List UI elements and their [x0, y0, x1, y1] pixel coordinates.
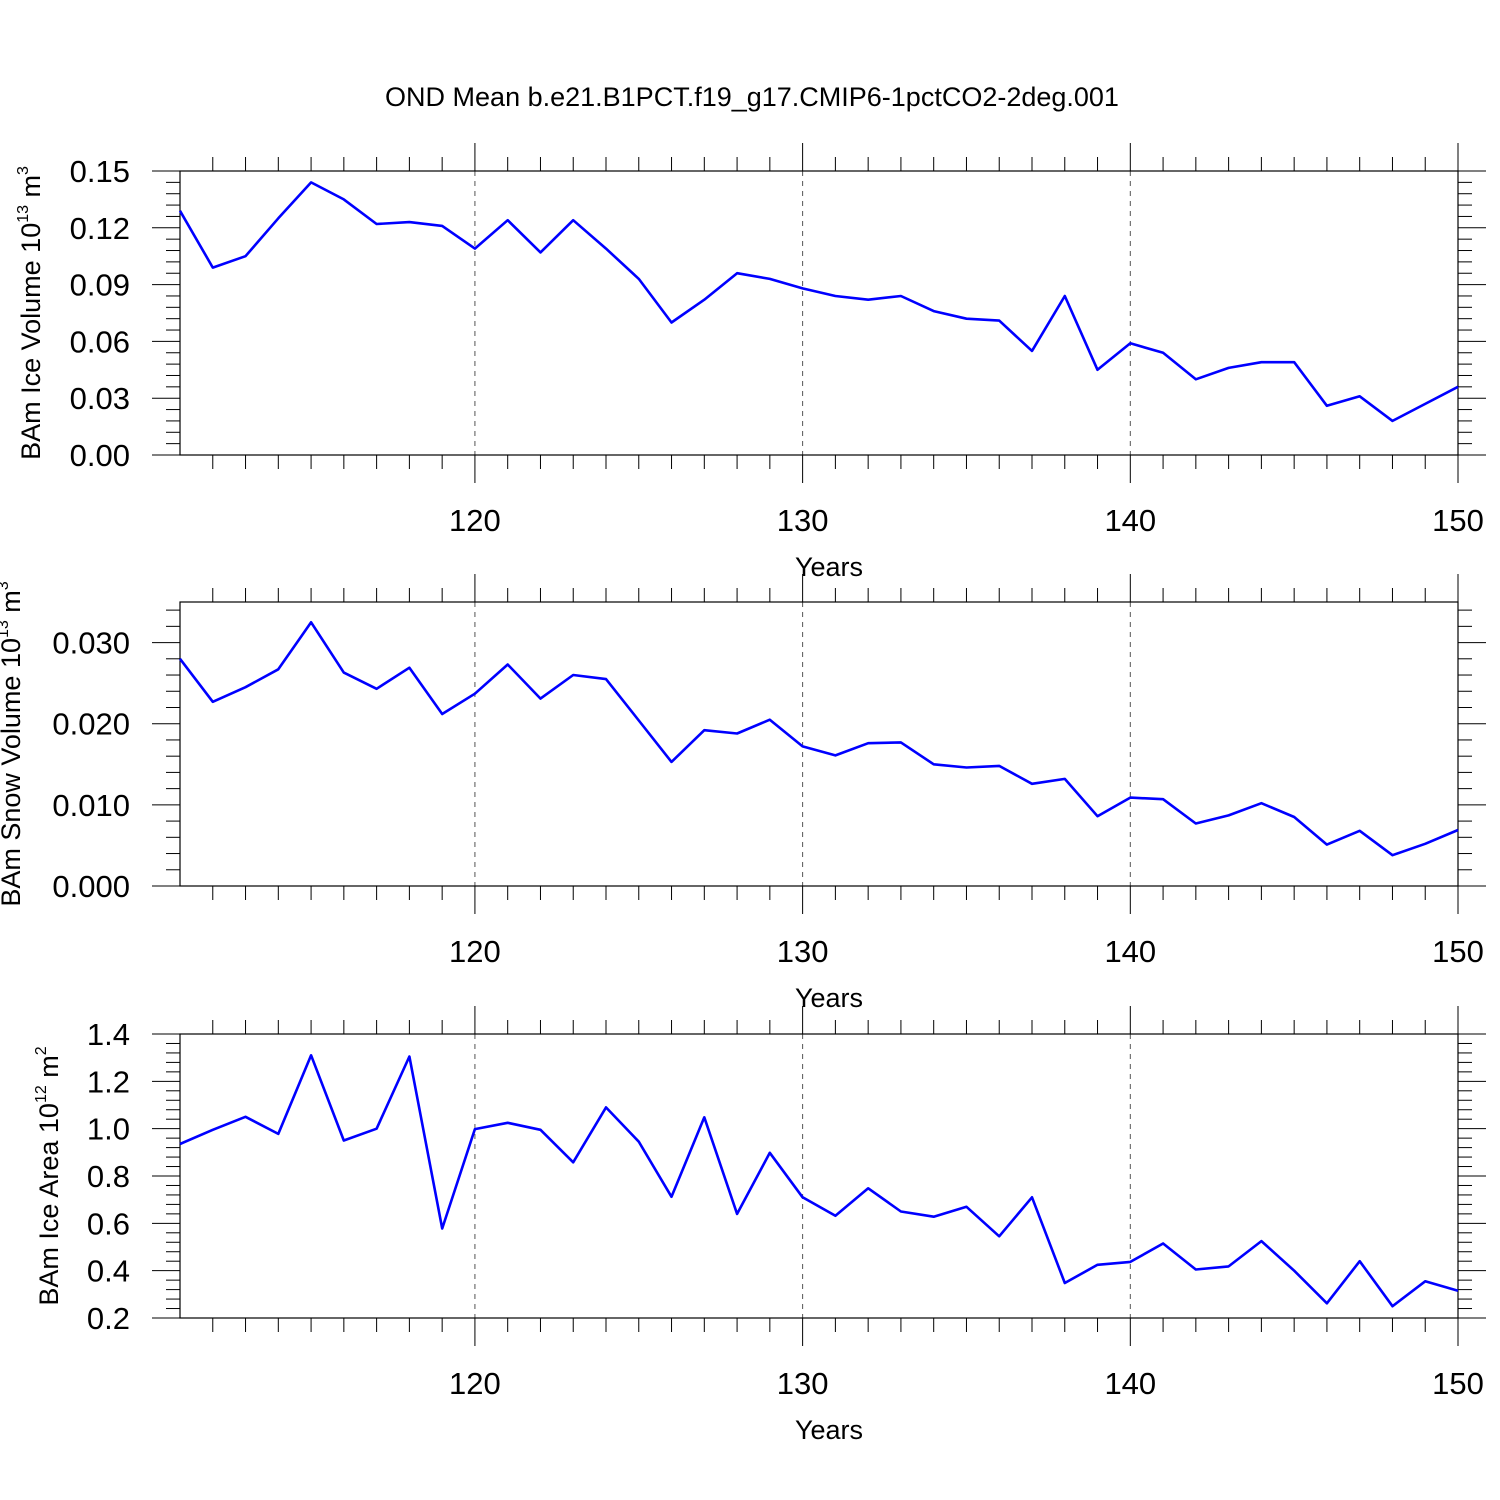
panel-ice-area: 120 130 140 150 0.2 0.4 0.6 0.8 1.0 1.2 1.4 Years BA… [33, 1006, 1486, 1445]
y-tick-label: 0.8 [87, 1159, 130, 1194]
plot-frame [179, 170, 1459, 456]
x-tick-label: 130 [777, 1366, 829, 1401]
x-axis-label: Years [795, 552, 863, 582]
y-tick-label: 0.06 [70, 324, 130, 359]
y-tick-label: 0.030 [52, 626, 130, 661]
y-axis-label: BAm Snow Volume 1013 m3 [0, 581, 26, 906]
y-tick-label: 0.010 [52, 788, 130, 823]
x-axis-label: Years [795, 983, 863, 1013]
plot-frame [179, 1033, 1459, 1319]
series-line [179, 1054, 1459, 1308]
y-tick-label: 0.4 [87, 1254, 130, 1289]
panel-snow-volume: 120 130 140 150 0.000 0.010 0.020 0.030 Years BAm… [0, 574, 1486, 1013]
x-tick-label: 150 [1432, 503, 1484, 538]
panel-ice-volume: 120 130 140 150 0.00 0.03 0.06 0.09 0.12 0.15 Year… [15, 143, 1486, 582]
series-line [178, 181, 1459, 423]
x-tick-label: 150 [1432, 934, 1484, 969]
y-axis-label: BAm Ice Volume 1013 m3 [15, 166, 46, 460]
y-tick-label: 1.2 [87, 1064, 130, 1099]
x-axis-label: Years [795, 1415, 863, 1445]
figure-title: OND Mean b.e21.B1PCT.f19_g17.CMIP6-1pctC… [385, 82, 1119, 112]
y-tick-label: 0.6 [87, 1206, 130, 1241]
x-tick-label: 140 [1104, 503, 1156, 538]
y-tick-label: 1.4 [87, 1017, 130, 1052]
series-line [178, 620, 1459, 857]
y-tick-label: 0.020 [52, 707, 130, 742]
y-tick-label: 0.2 [87, 1301, 130, 1336]
x-tick-label: 130 [777, 934, 829, 969]
x-tick-label: 120 [449, 934, 501, 969]
x-tick-label: 130 [777, 503, 829, 538]
x-tick-label: 120 [449, 1366, 501, 1401]
y-tick-label: 0.03 [70, 381, 130, 416]
x-tick-label: 150 [1432, 1366, 1484, 1401]
x-tick-label: 140 [1104, 1366, 1156, 1401]
y-tick-label: 0.000 [52, 869, 130, 904]
y-axis-label: BAm Ice Area 1012 m2 [33, 1046, 64, 1305]
y-tick-label: 0.09 [70, 268, 130, 303]
y-tick-label: 0.15 [70, 154, 130, 189]
y-tick-label: 0.12 [70, 211, 130, 246]
y-tick-label: 0.00 [70, 438, 130, 473]
y-tick-label: 1.0 [87, 1112, 130, 1147]
plot-frame [179, 601, 1459, 887]
x-tick-label: 140 [1104, 934, 1156, 969]
x-tick-label: 120 [449, 503, 501, 538]
